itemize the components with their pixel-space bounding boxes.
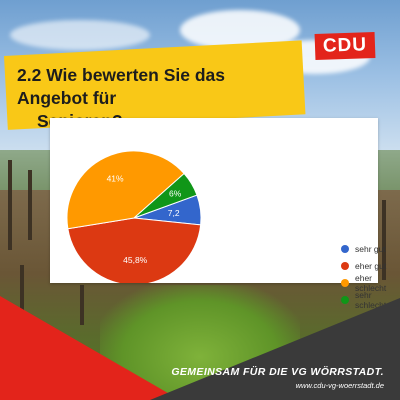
footer: GEMEINSAM FÜR DIE VG WÖRRSTADT. www.cdu-… <box>171 366 384 390</box>
pie-slice-sehr-schlecht <box>133 172 198 219</box>
slice-data-label: 7,2 <box>168 208 180 218</box>
chart-legend: sehr gut eher gut eher schlecht sehr schlec… <box>341 242 386 310</box>
legend-marker <box>341 279 349 287</box>
footer-slogan: GEMEINSAM FÜR DIE VG WÖRRSTADT. <box>171 366 384 378</box>
pie-slice-eher-gut <box>67 217 202 283</box>
legend-label: eher schlecht <box>355 273 387 293</box>
chart-card: 7,2 45,8% 41% 6% sehr gut eher gut eher schle… <box>50 118 386 310</box>
vine-post <box>8 160 12 250</box>
legend-label: sehr gut <box>355 244 386 254</box>
vine-post <box>20 265 24 315</box>
pie-chart: 7,2 45,8% 41% 6% <box>66 150 202 283</box>
legend-marker <box>341 245 349 253</box>
legend-item: sehr schlecht <box>341 290 387 310</box>
vine-post <box>28 170 32 240</box>
legend-item: eher schlecht <box>341 273 387 293</box>
legend-label: eher gut <box>355 261 387 271</box>
footer-url: www.cdu-vg-woerrstadt.de <box>295 381 384 390</box>
vine-post <box>382 200 386 280</box>
vine-post <box>80 285 84 325</box>
cloud <box>10 20 150 50</box>
pie-slice-eher-schlecht <box>66 150 185 230</box>
legend-label: sehr schlecht <box>355 290 387 310</box>
legend-item: sehr gut <box>341 242 386 256</box>
cdu-logo: CDU <box>314 31 376 61</box>
title-line-1: 2.2 Wie bewerten Sie das Angebot für <box>17 65 225 108</box>
slice-data-label: 45,8% <box>123 255 148 265</box>
legend-marker <box>341 296 349 304</box>
legend-marker <box>341 262 349 270</box>
slice-data-label: 6% <box>169 188 182 198</box>
legend-item: eher gut <box>341 259 386 273</box>
slice-data-label: 41% <box>107 173 124 183</box>
